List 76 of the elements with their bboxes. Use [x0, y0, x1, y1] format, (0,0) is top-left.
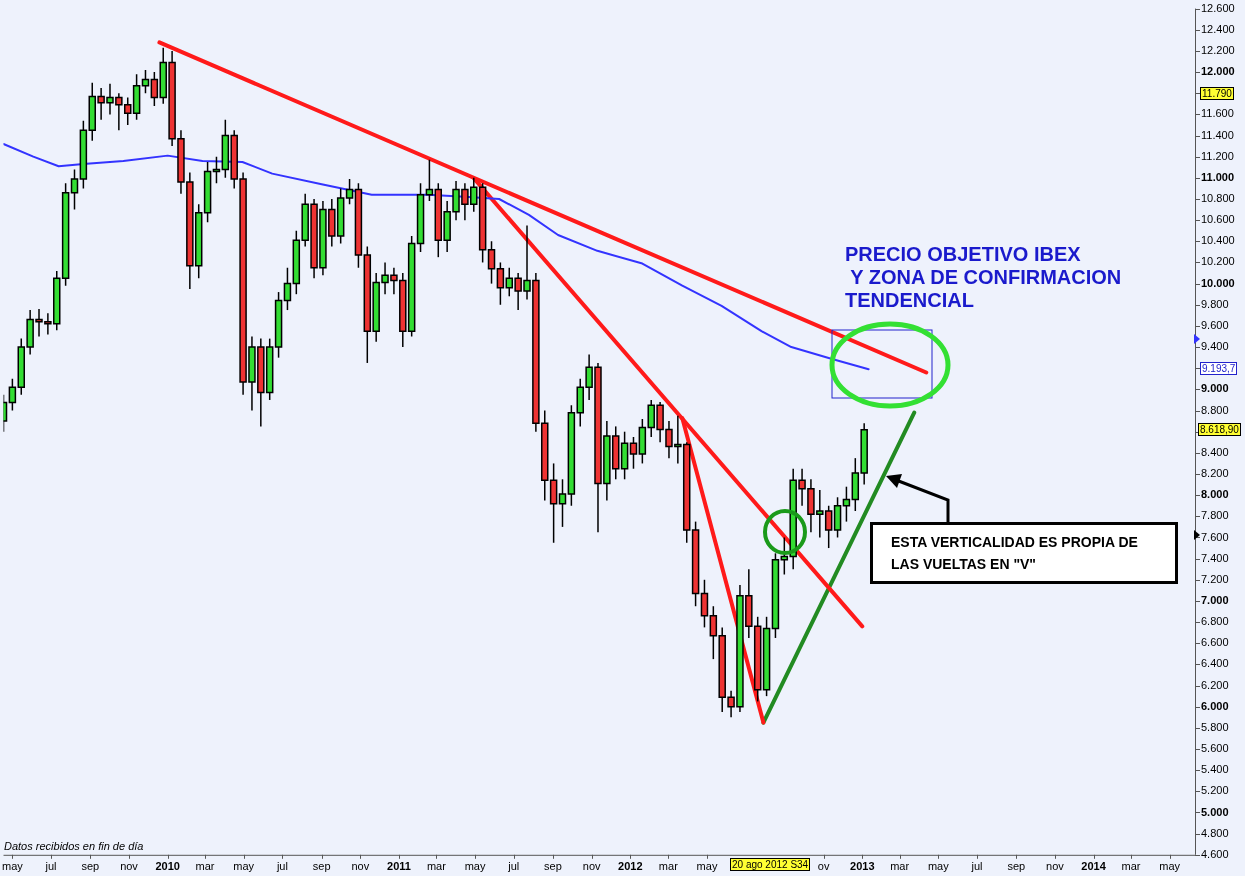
y-tick-label: 12.000 — [1201, 65, 1235, 78]
y-tick-label: 11.000 — [1201, 170, 1235, 183]
y-tick-label: 6.400 — [1201, 657, 1229, 670]
x-tick-label: may — [927, 860, 950, 873]
y-tick-label: 6.800 — [1201, 615, 1229, 628]
x-tick-label: mar — [658, 860, 679, 873]
annotation: Datos recibidos en fin de día — [4, 839, 144, 852]
y-tick-label: 7.200 — [1201, 572, 1229, 585]
y-tick-label: 4.600 — [1201, 847, 1229, 860]
text: 11.790 — [1200, 87, 1234, 101]
y-tick-label: 9.800 — [1201, 297, 1229, 310]
y-tick-label: 10.400 — [1201, 234, 1235, 247]
y-tick-label: 11.200 — [1201, 149, 1234, 162]
y-tick-label: 11.400 — [1201, 128, 1234, 141]
y-tick-label: 5.400 — [1201, 763, 1229, 776]
y-tick-label: 8.400 — [1201, 445, 1229, 458]
y-tick-label: 8.800 — [1201, 403, 1229, 416]
y-tick-label: 4.800 — [1201, 826, 1229, 839]
x-tick-label: sep — [312, 860, 331, 873]
y-tick-label: 9.000 — [1201, 382, 1229, 395]
x-tick-label: ov — [817, 860, 830, 873]
text: 8.618,90 — [1198, 422, 1241, 436]
y-tick-label: 6.600 — [1201, 636, 1229, 649]
y-tick-label: 12.600 — [1201, 1, 1235, 14]
x-tick-label: jul — [507, 860, 520, 873]
x-tick-label: may — [696, 860, 718, 873]
y-tick-label: 8.000 — [1201, 488, 1229, 501]
x-tick-label: nov — [1046, 860, 1065, 873]
annotation: Y ZONA DE CONFIRMACION — [849, 266, 1122, 289]
x-tick-label: jul — [970, 860, 983, 873]
text-box: ESTA VERTICALIDAD ES PROPIA DE LAS VUELTAS EN "V" — [870, 522, 1178, 584]
x-tick-label: mar — [1121, 860, 1141, 873]
x-tick-label: sep — [544, 860, 562, 873]
y-tick-label: 12.400 — [1201, 22, 1235, 35]
y-tick-label: 7.600 — [1201, 530, 1229, 543]
y-tick-label: 10.800 — [1201, 192, 1235, 205]
text: 9.193,7 — [1200, 362, 1238, 376]
y-tick-label: 6.000 — [1201, 699, 1229, 712]
y-tick-label: 5.000 — [1201, 805, 1229, 818]
y-tick-label: 5.800 — [1201, 720, 1229, 733]
x-tick-label: nov — [582, 860, 602, 873]
x-tick-label: may — [2, 860, 24, 873]
x-tick-label: 2014 — [1081, 860, 1107, 873]
x-tick-label: nov — [120, 860, 139, 873]
x-tick-label: sep — [1007, 860, 1026, 873]
text: 20 ago 2012 S34 — [730, 857, 811, 871]
y-tick-label: 7.800 — [1201, 509, 1229, 522]
x-tick-label: 2011 — [387, 860, 411, 873]
x-tick-label: jul — [275, 860, 288, 873]
x-tick-label: mar — [890, 860, 910, 873]
y-tick-label: 9.600 — [1201, 318, 1229, 331]
y-tick-label: 5.200 — [1201, 784, 1229, 797]
y-tick-label: 6.200 — [1201, 678, 1229, 691]
x-tick-label: may — [1159, 860, 1181, 873]
x-tick-label: 2010 — [155, 860, 180, 873]
x-tick-label: nov — [351, 860, 370, 873]
y-tick-label: 10.200 — [1201, 255, 1235, 268]
y-tick-label: 9.400 — [1201, 340, 1229, 353]
x-tick-label: may — [464, 860, 486, 873]
x-tick-label: 2012 — [618, 860, 643, 873]
y-tick-label: 5.600 — [1201, 742, 1229, 755]
y-tick-label: 7.400 — [1201, 551, 1229, 564]
x-tick-label: mar — [195, 860, 215, 873]
annotation: PRECIO OBJETIVO IBEX — [845, 243, 1081, 266]
x-tick-label: mar — [426, 860, 447, 873]
y-tick-label: 10.600 — [1201, 213, 1235, 226]
x-tick-label: 2013 — [850, 860, 875, 873]
y-tick-label: 7.000 — [1201, 593, 1229, 606]
x-tick-label: sep — [81, 860, 100, 873]
y-tick-label: 8.200 — [1201, 467, 1229, 480]
x-tick-label: may — [233, 860, 255, 873]
y-tick-label: 10.000 — [1201, 276, 1235, 289]
x-tick-label: jul — [44, 860, 57, 873]
y-tick-label: 12.200 — [1201, 43, 1235, 56]
annotation: TENDENCIAL — [845, 289, 974, 312]
y-tick-label: 11.600 — [1201, 107, 1234, 120]
